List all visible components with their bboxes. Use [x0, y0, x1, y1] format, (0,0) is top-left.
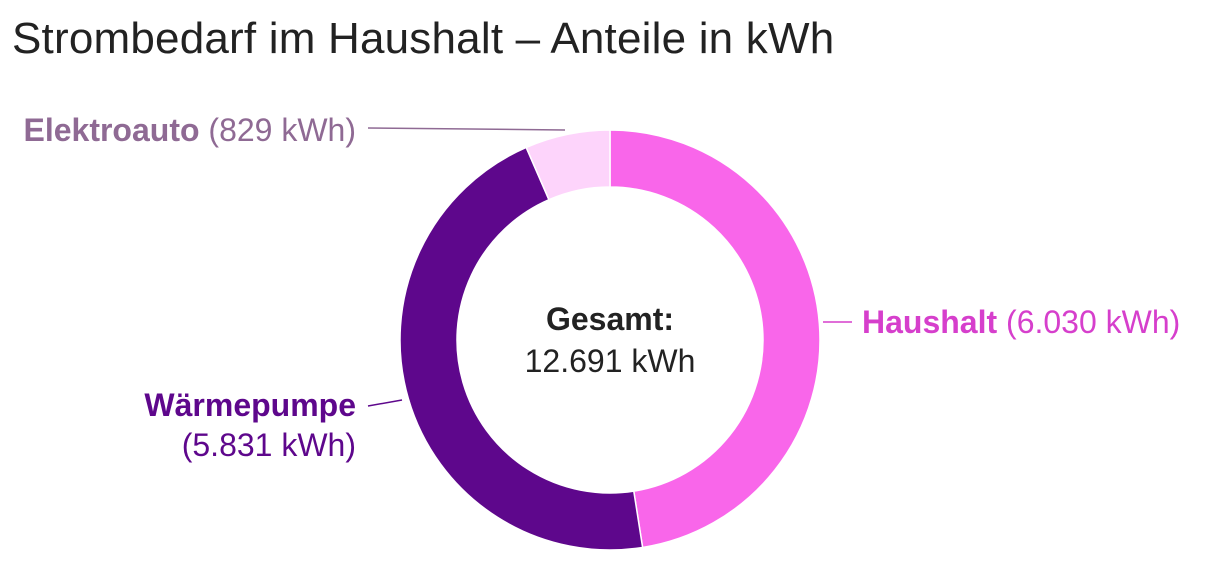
slice-label-elektroauto: Elektroauto (829 kWh): [23, 110, 356, 150]
center-value: 12.691 kWh: [524, 343, 696, 379]
slice-value-haushalt: (6.030 kWh): [1006, 304, 1181, 340]
leader-elektroauto: [367, 127, 566, 131]
slice-name-elektroauto: Elektroauto: [23, 112, 200, 148]
slice-value-elektroauto: (829 kWh): [208, 112, 356, 148]
slice-waermepumpe: [399, 146, 644, 551]
center-title: Gesamt:: [545, 301, 675, 337]
leader-waermepumpe: [367, 399, 403, 407]
center-label: Gesamt: 12.691 kWh: [460, 298, 760, 382]
slice-value-waermepumpe: (5.831 kWh): [181, 427, 356, 463]
slice-label-waermepumpe: Wärmepumpe (5.831 kWh): [144, 385, 356, 465]
slice-name-haushalt: Haushalt: [862, 304, 998, 340]
chart-title: Strombedarf im Haushalt – Anteile in kWh: [12, 14, 835, 63]
slice-haushalt: [609, 129, 821, 549]
slice-name-waermepumpe: Wärmepumpe: [144, 387, 356, 423]
slice-label-haushalt: Haushalt (6.030 kWh): [862, 302, 1180, 342]
slice-elektroauto: [525, 129, 611, 201]
